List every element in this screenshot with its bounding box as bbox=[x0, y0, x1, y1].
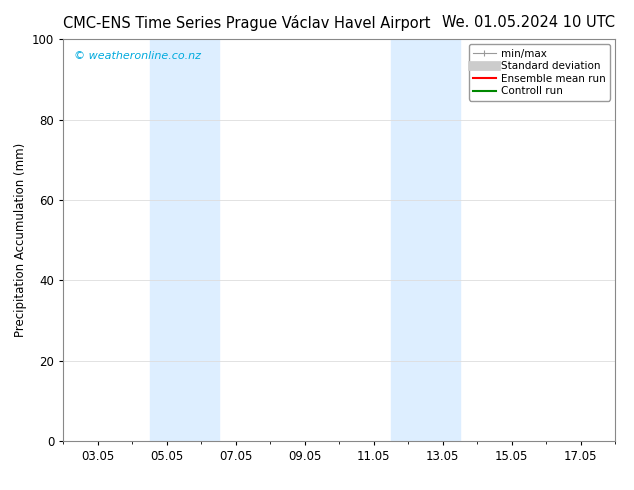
Bar bbox=[391, 39, 460, 441]
Text: © weatheronline.co.nz: © weatheronline.co.nz bbox=[74, 51, 202, 61]
Text: CMC-ENS Time Series Prague Václav Havel Airport: CMC-ENS Time Series Prague Václav Havel … bbox=[63, 15, 431, 31]
Legend: min/max, Standard deviation, Ensemble mean run, Controll run: min/max, Standard deviation, Ensemble me… bbox=[469, 45, 610, 100]
Bar bbox=[150, 39, 219, 441]
Text: We. 01.05.2024 10 UTC: We. 01.05.2024 10 UTC bbox=[442, 15, 615, 30]
Y-axis label: Precipitation Accumulation (mm): Precipitation Accumulation (mm) bbox=[13, 143, 27, 337]
